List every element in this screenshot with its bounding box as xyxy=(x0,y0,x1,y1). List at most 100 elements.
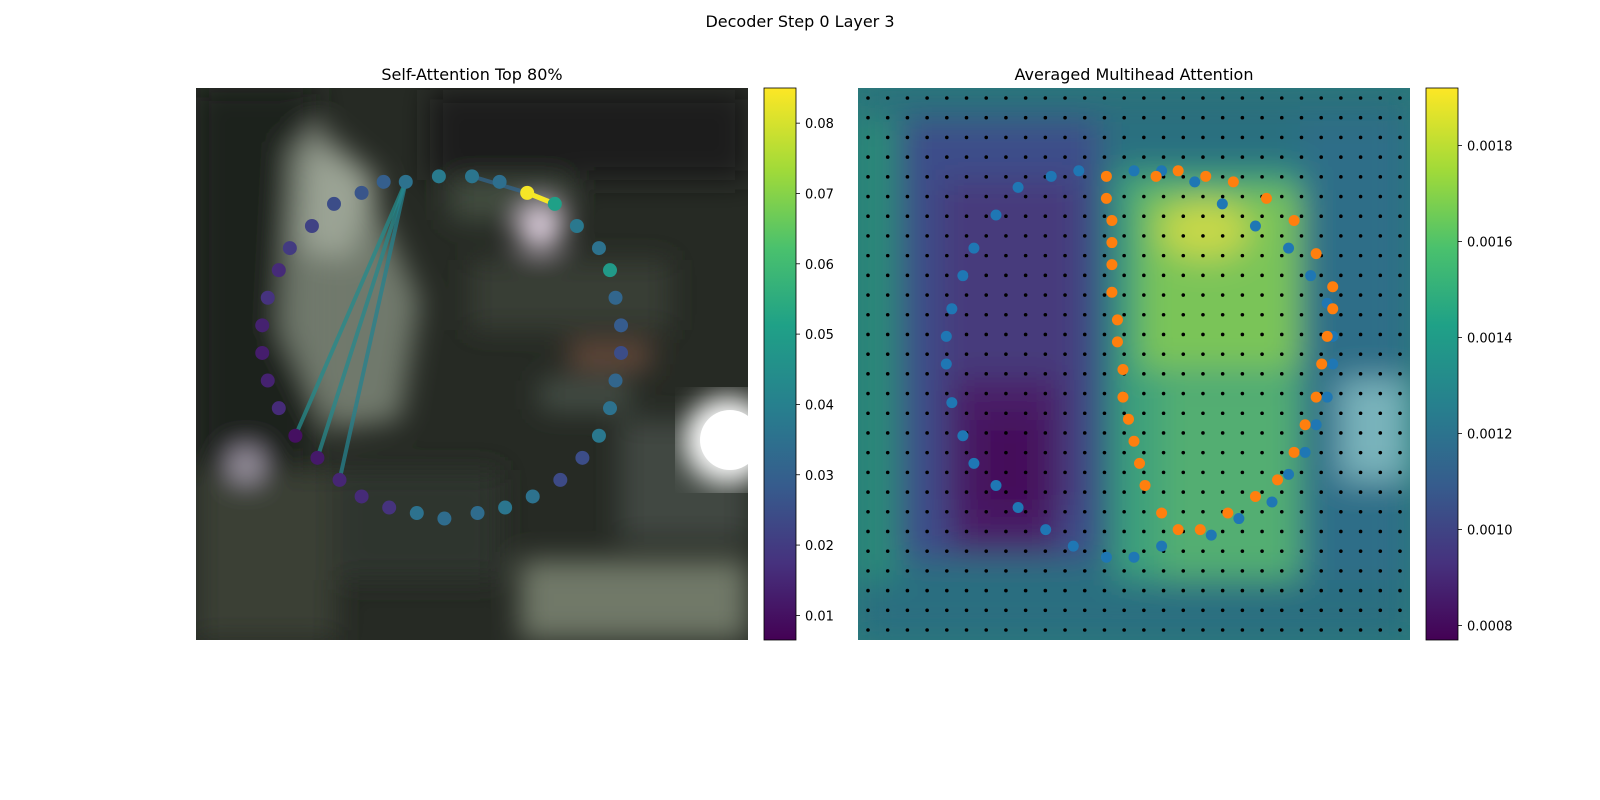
grid-dot xyxy=(1398,175,1402,179)
orange-series-point xyxy=(1288,446,1300,458)
orange-series-point xyxy=(1249,490,1261,502)
grid-dot xyxy=(945,96,949,100)
grid-dot xyxy=(1260,450,1264,455)
grid-dot xyxy=(1299,509,1304,514)
grid-dot xyxy=(1358,135,1363,140)
grid-dot xyxy=(1161,214,1166,219)
grid-dot xyxy=(1319,588,1323,593)
grid-dot xyxy=(1082,450,1087,455)
grid-dot xyxy=(964,115,969,120)
grid-dot xyxy=(1181,372,1186,376)
grid-dot xyxy=(885,135,890,140)
grid-dot xyxy=(1004,135,1008,140)
grid-dot xyxy=(1358,588,1363,593)
grid-dot xyxy=(1142,431,1146,435)
grid-dot xyxy=(1122,293,1126,297)
grid-dot xyxy=(885,293,890,297)
grid-dot xyxy=(885,608,890,613)
grid-dot xyxy=(1319,293,1323,297)
grid-dot xyxy=(1063,273,1067,278)
orange-series-point xyxy=(1200,170,1212,182)
grid-dot xyxy=(1398,234,1402,238)
grid-dot xyxy=(1260,352,1264,356)
grid-dot xyxy=(1358,509,1363,514)
grid-dot xyxy=(885,273,890,278)
grid-dot xyxy=(1063,135,1067,140)
grid-dot xyxy=(1181,332,1186,337)
grid-dot xyxy=(1201,509,1205,514)
grid-dot xyxy=(1004,253,1008,258)
grid-dot xyxy=(1339,273,1343,278)
grid-dot xyxy=(945,293,949,297)
colorbar-tick-label: 0.07 xyxy=(805,187,834,202)
grid-dot xyxy=(1319,450,1323,455)
grid-dot xyxy=(1082,372,1087,376)
grid-dot xyxy=(964,391,969,396)
grid-dot xyxy=(1378,529,1383,534)
grid-dot xyxy=(885,332,890,337)
grid-dot xyxy=(885,628,890,632)
grid-dot xyxy=(1220,293,1225,297)
grid-dot xyxy=(1004,529,1008,534)
grid-dot xyxy=(1240,628,1245,632)
grid-dot xyxy=(885,529,890,534)
grid-dot xyxy=(1043,490,1048,494)
grid-dot xyxy=(1122,332,1126,337)
grid-dot xyxy=(1082,253,1087,258)
grid-dot xyxy=(1122,549,1126,553)
right-panel-grid-dots xyxy=(866,96,1402,632)
grid-dot xyxy=(1358,175,1363,179)
grid-dot xyxy=(1398,115,1402,120)
grid-dot xyxy=(1063,293,1067,297)
blue-series-point xyxy=(957,430,969,442)
grid-dot xyxy=(1260,628,1264,632)
grid-dot xyxy=(1122,155,1126,159)
grid-dot xyxy=(1142,529,1146,534)
grid-dot xyxy=(925,588,929,593)
polygon-point xyxy=(520,185,535,200)
grid-dot xyxy=(1082,470,1087,475)
grid-dot xyxy=(1279,352,1284,356)
grid-dot xyxy=(1398,490,1402,494)
grid-dot xyxy=(984,312,989,317)
grid-dot xyxy=(1319,273,1323,278)
grid-dot xyxy=(905,588,910,593)
grid-dot xyxy=(1161,234,1166,238)
grid-dot xyxy=(1082,273,1087,278)
grid-dot xyxy=(1378,135,1383,140)
grid-dot xyxy=(866,431,870,435)
grid-dot xyxy=(1319,175,1323,179)
grid-dot xyxy=(1004,608,1008,613)
grid-dot xyxy=(1004,352,1008,356)
grid-dot xyxy=(1279,155,1284,159)
grid-dot xyxy=(1102,312,1107,317)
grid-dot xyxy=(945,115,949,120)
grid-dot xyxy=(1299,194,1304,199)
polygon-point xyxy=(591,241,606,256)
grid-dot xyxy=(1220,234,1225,238)
grid-dot xyxy=(964,470,969,475)
grid-dot xyxy=(1240,569,1245,573)
grid-dot xyxy=(1299,470,1304,475)
grid-dot xyxy=(1279,628,1284,632)
grid-dot xyxy=(1181,411,1186,416)
blue-series-point xyxy=(1040,524,1052,536)
grid-dot xyxy=(1161,470,1166,475)
grid-dot xyxy=(1260,293,1264,297)
polygon-point xyxy=(608,290,623,305)
grid-dot xyxy=(984,372,989,376)
grid-dot xyxy=(1102,115,1107,120)
grid-dot xyxy=(1398,529,1402,534)
blue-series-point xyxy=(1012,181,1024,193)
grid-dot xyxy=(1142,96,1146,100)
grid-dot xyxy=(866,194,870,199)
polygon-point xyxy=(382,500,397,515)
grid-dot xyxy=(925,529,929,534)
grid-dot xyxy=(1299,608,1304,613)
grid-dot xyxy=(1339,214,1343,219)
grid-dot xyxy=(1220,372,1225,376)
grid-dot xyxy=(945,391,949,396)
grid-dot xyxy=(1279,470,1284,475)
grid-dot xyxy=(1358,96,1363,100)
grid-dot xyxy=(1063,372,1067,376)
